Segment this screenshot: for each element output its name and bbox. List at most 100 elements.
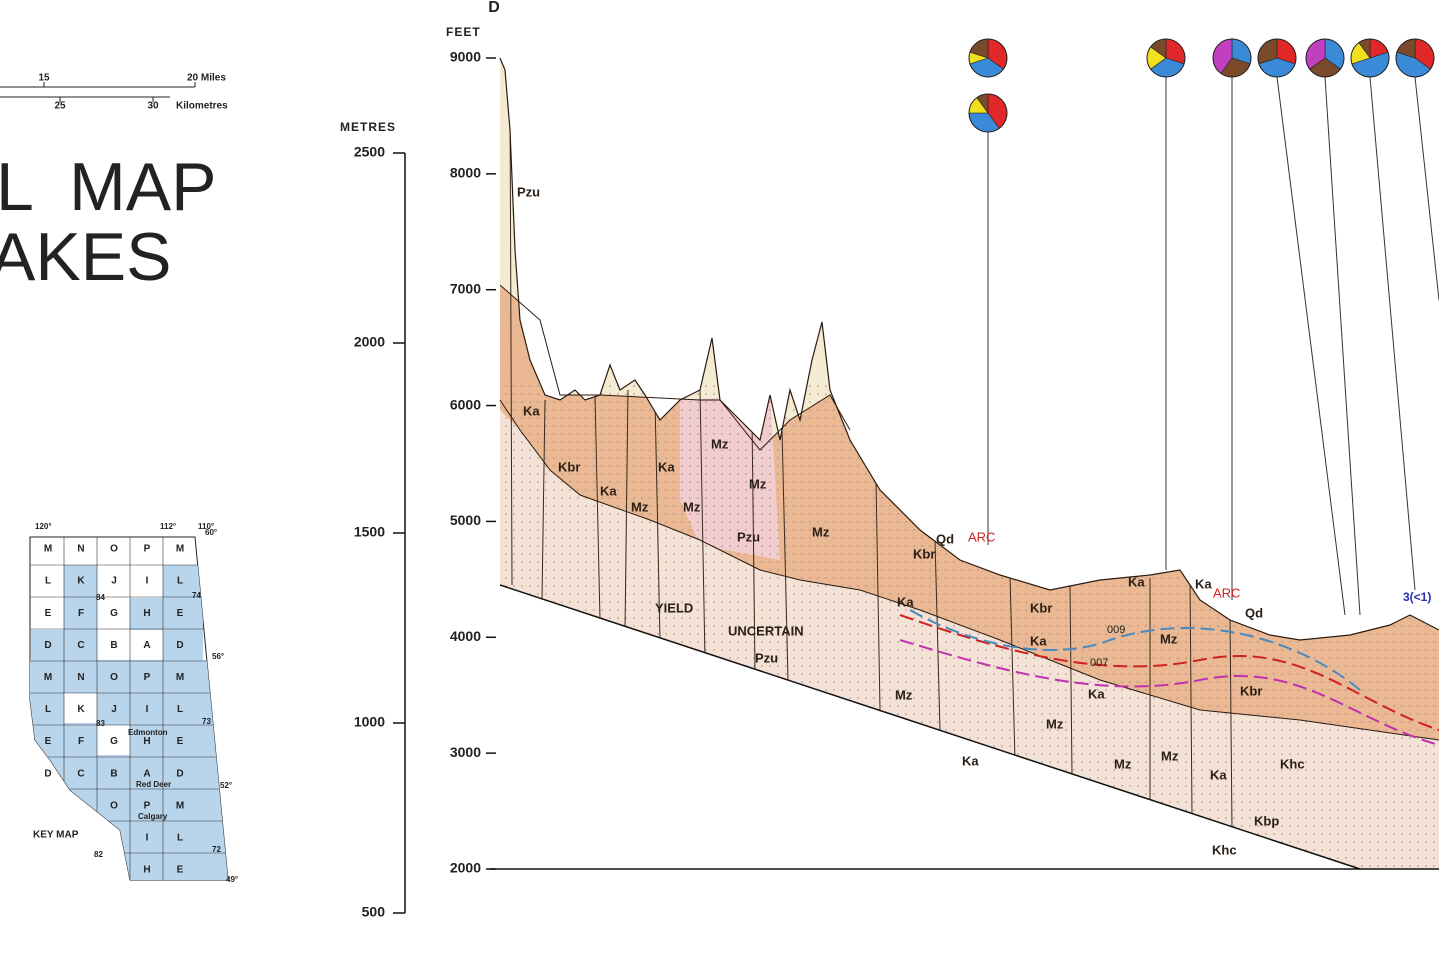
grid-letter: M — [176, 544, 184, 555]
grid-letter: A — [143, 640, 150, 651]
unit-label: Kbr — [1240, 683, 1262, 698]
section-letter: D — [488, 0, 500, 16]
grid-letter: D — [176, 768, 183, 779]
grid-letter: O — [110, 800, 118, 811]
unit-label: Ka — [600, 483, 617, 498]
key-map-annotation: 112° — [160, 522, 176, 531]
y-tick-label: 3000 — [450, 744, 481, 760]
key-map-annotation: 82 — [94, 850, 103, 859]
scale-label: 30 — [147, 101, 159, 112]
unit-label: Mz — [711, 436, 729, 451]
unit-label: Mz — [812, 524, 830, 539]
key-map-annotation: 52° — [220, 781, 232, 790]
grid-letter: F — [78, 736, 84, 747]
unit-label: Ka — [1210, 767, 1227, 782]
grid-letter: C — [77, 640, 84, 651]
grid-letter: D — [44, 640, 51, 651]
grid-letter: N — [77, 672, 84, 683]
y-tick-label: 1500 — [354, 524, 385, 540]
grid-letter: P — [144, 544, 151, 555]
grid-letter: F — [78, 608, 84, 619]
key-map-annotation: 73 — [202, 717, 211, 726]
unit-label: Kbr — [913, 546, 935, 561]
unit-label: Kbp — [1254, 813, 1279, 828]
grid-letter: L — [177, 833, 183, 844]
key-map-annotation: 120° — [35, 522, 52, 531]
unit-label: Ka — [1088, 686, 1105, 701]
contour-label: 007 — [1090, 657, 1108, 669]
grid-letter: D — [44, 768, 51, 779]
grid-letter: C — [77, 768, 84, 779]
unit-label: Qd — [936, 531, 954, 546]
key-map-annotation: 84 — [96, 593, 105, 602]
site-label: ARC — [1213, 585, 1240, 600]
grid-letter: J — [111, 576, 117, 587]
grid-letter: O — [110, 544, 118, 555]
grid-letter: I — [146, 576, 149, 587]
grid-letter: A — [143, 768, 150, 779]
contour-label: 009 — [1107, 624, 1125, 636]
grid-letter: P — [144, 672, 151, 683]
grid-letter: K — [77, 704, 85, 715]
unit-label: Mz — [1046, 716, 1064, 731]
scale-label: Kilometres — [176, 101, 228, 112]
pie-symbols — [969, 39, 1434, 132]
axis-label: FEET — [446, 25, 481, 39]
key-map-label: KEY MAP — [33, 830, 79, 841]
grid-letter: E — [177, 865, 184, 876]
grid-letter: L — [177, 576, 183, 587]
unit-label: Khc — [1212, 842, 1237, 857]
grid-letter: M — [44, 544, 52, 555]
grid-letter: B — [110, 768, 117, 779]
cross-section — [405, 40, 1439, 913]
unit-label: Mz — [1114, 756, 1132, 771]
grid-letter: J — [111, 704, 117, 715]
unit-label: Qd — [1245, 605, 1263, 620]
unit-label: Pzu — [755, 650, 778, 665]
map-title: AKES — [0, 219, 171, 295]
unit-label: Pzu — [517, 184, 540, 199]
unit-label: Khc — [1280, 756, 1305, 771]
y-tick-label: 9000 — [450, 49, 481, 65]
unit-label: Mz — [683, 499, 701, 514]
grid-letter: I — [146, 833, 149, 844]
grid-letter: M — [176, 800, 184, 811]
unit-label: Mz — [631, 499, 649, 514]
unit-label: Ka — [897, 594, 914, 609]
key-map-annotation: 83 — [96, 719, 105, 728]
map-sheet: 15 20 Miles 25 30 Kilometres L MAP AKES … — [0, 0, 1439, 968]
map-title: L MAP — [0, 149, 216, 225]
grid-letter: N — [77, 544, 84, 555]
unit-label: Mz — [1161, 748, 1179, 763]
key-map-annotation: 56° — [212, 652, 224, 661]
unit-label: UNCERTAIN — [728, 623, 804, 638]
scale-bar — [0, 82, 195, 102]
key-map-annotation: Red Deer — [136, 780, 171, 789]
unit-label: Mz — [895, 687, 913, 702]
grid-letter: E — [177, 736, 184, 747]
y-tick-label: 500 — [362, 904, 386, 920]
y-tick-label: 6000 — [450, 396, 481, 412]
y-tick-label: 2000 — [354, 334, 385, 350]
grid-letter: O — [110, 672, 118, 683]
grid-letter: K — [77, 576, 85, 587]
key-map-annotation: Calgary — [138, 812, 168, 821]
scale-label: 15 — [38, 73, 50, 84]
unit-label: Ka — [523, 403, 540, 418]
scale-label: 25 — [54, 101, 66, 112]
unit-label: Ka — [1195, 576, 1212, 591]
key-map-annotation: Edmonton — [128, 728, 168, 737]
grid-letter: B — [110, 640, 117, 651]
unit-label: Kbr — [558, 459, 580, 474]
grid-letter: G — [110, 736, 118, 747]
unit-label: Kbr — [1030, 600, 1052, 615]
y-tick-label: 1000 — [354, 714, 385, 730]
grid-letter: M — [44, 672, 52, 683]
depth-note: 3(<1) — [1403, 590, 1431, 604]
unit-label: Mz — [749, 476, 767, 491]
grid-letter: G — [110, 608, 118, 619]
unit-label: Ka — [1128, 574, 1145, 589]
y-tick-label: 7000 — [450, 280, 481, 296]
grid-letter: L — [45, 576, 51, 587]
unit-label: YIELD — [655, 600, 693, 615]
